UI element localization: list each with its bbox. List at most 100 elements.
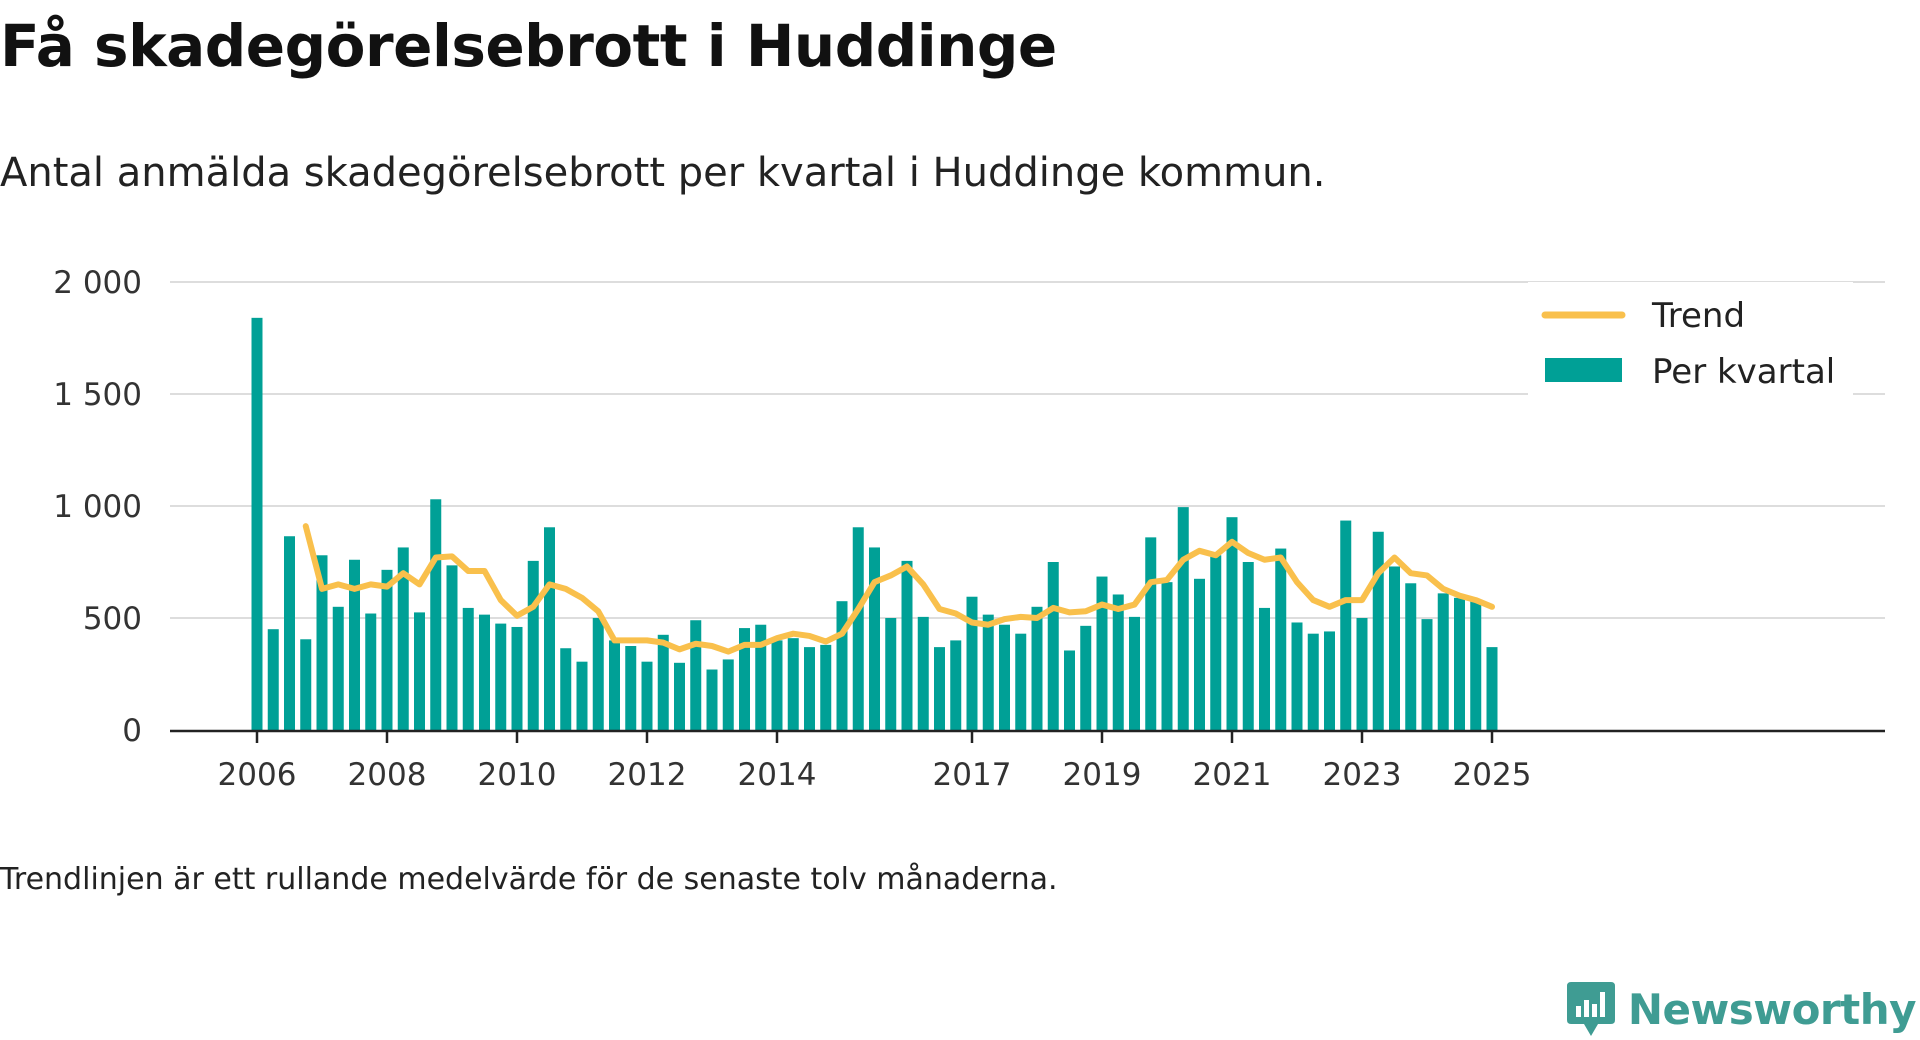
bar [1242, 562, 1254, 730]
bar [739, 628, 750, 730]
bar [1031, 606, 1043, 730]
bar [934, 647, 945, 730]
legend-label-trend: Trend [1651, 296, 1745, 336]
bar [1080, 625, 1092, 730]
bar [1470, 601, 1482, 730]
bar [1210, 555, 1222, 730]
chart-subtitle: Antal anmälda skadegörelsebrott per kvar… [0, 150, 1326, 196]
bar [1324, 631, 1335, 730]
bar [1356, 618, 1368, 730]
bar [690, 620, 702, 730]
trend-series [302, 523, 1495, 655]
x-axis: 2006 2008 2010 2012 2014 2017 2019 2021 2023 2025 [170, 729, 1885, 793]
bar [397, 547, 409, 730]
x-tick-label: 2025 [1453, 757, 1532, 793]
bar [1405, 583, 1417, 730]
newsworthy-icon [1566, 982, 1615, 1036]
legend-label-bars: Per kvartal [1652, 352, 1835, 392]
bar [674, 662, 685, 730]
bar [1047, 562, 1059, 730]
bar [462, 607, 474, 730]
x-tick-label: 2012 [608, 757, 687, 793]
x-tick-label: 2021 [1193, 757, 1272, 793]
bar [446, 565, 458, 730]
bar [869, 547, 880, 730]
bar [1129, 616, 1140, 730]
bar [1259, 607, 1270, 730]
bar [950, 640, 962, 730]
bar [251, 317, 263, 730]
y-tick-label: 500 [83, 601, 142, 637]
bar [381, 569, 393, 730]
bar [885, 618, 897, 730]
bar [1389, 566, 1400, 730]
trend-line [302, 523, 1495, 655]
bar [332, 606, 344, 730]
bar [1275, 548, 1287, 730]
x-tick-label: 2008 [348, 757, 427, 793]
bar [999, 624, 1010, 730]
bar [771, 640, 783, 730]
bar [560, 648, 572, 730]
bar [641, 661, 653, 730]
bar [544, 527, 555, 730]
bar [966, 596, 978, 730]
bar [722, 659, 734, 730]
bar [576, 661, 588, 730]
bar [625, 646, 637, 730]
bar [479, 614, 490, 730]
bar [787, 638, 799, 730]
bar [1064, 650, 1075, 730]
bar [316, 555, 328, 730]
x-tick-label: 2010 [478, 757, 557, 793]
bar-chart: 0 500 1 000 1 500 2 000 2006 2008 2010 2012 2014… [53, 265, 1885, 793]
chart-title: Få skadegörelsebrott i Huddinge [0, 12, 1057, 80]
bar [657, 634, 669, 730]
bar [414, 612, 425, 730]
bar [1194, 578, 1205, 730]
bar [284, 536, 295, 730]
x-tick-label: 2006 [218, 757, 297, 793]
x-tick-label: 2014 [738, 757, 817, 793]
bar [1145, 537, 1157, 730]
y-tick-label: 1 000 [53, 489, 142, 525]
bar [1421, 619, 1433, 730]
bar [755, 624, 767, 730]
bar [430, 499, 442, 730]
bar [527, 560, 539, 730]
y-tick-label: 0 [122, 713, 142, 749]
bar [1372, 531, 1384, 730]
bar [852, 527, 864, 730]
bar [1177, 507, 1189, 730]
bar [1437, 593, 1449, 730]
y-axis-labels: 0 500 1 000 1 500 2 000 [53, 265, 142, 749]
y-tick-label: 1 500 [53, 377, 142, 413]
bar [1340, 520, 1352, 730]
x-tick-label: 2023 [1323, 757, 1402, 793]
bar [1291, 622, 1303, 730]
bar [592, 618, 604, 730]
bar-series [251, 317, 1498, 730]
footnote: Trendlinjen är ett rullande medelvärde f… [0, 862, 1058, 897]
bar [1226, 517, 1238, 730]
bar [495, 623, 507, 730]
bar [1112, 594, 1124, 730]
legend: Trend Per kvartal [1528, 282, 1853, 397]
bar [1161, 582, 1173, 730]
bar [609, 640, 620, 730]
legend-swatch-bars [1545, 358, 1622, 382]
bar [836, 601, 848, 730]
bar [300, 639, 312, 730]
bar [267, 629, 279, 730]
bar [349, 559, 360, 730]
bar [1454, 597, 1465, 730]
x-tick-label: 2019 [1063, 757, 1142, 793]
bar [1486, 647, 1498, 730]
bar [804, 647, 815, 730]
bar [511, 626, 523, 730]
bar [820, 644, 832, 730]
bar [1307, 633, 1319, 730]
bar [1096, 576, 1108, 730]
bar [706, 669, 718, 730]
bar [901, 560, 913, 730]
